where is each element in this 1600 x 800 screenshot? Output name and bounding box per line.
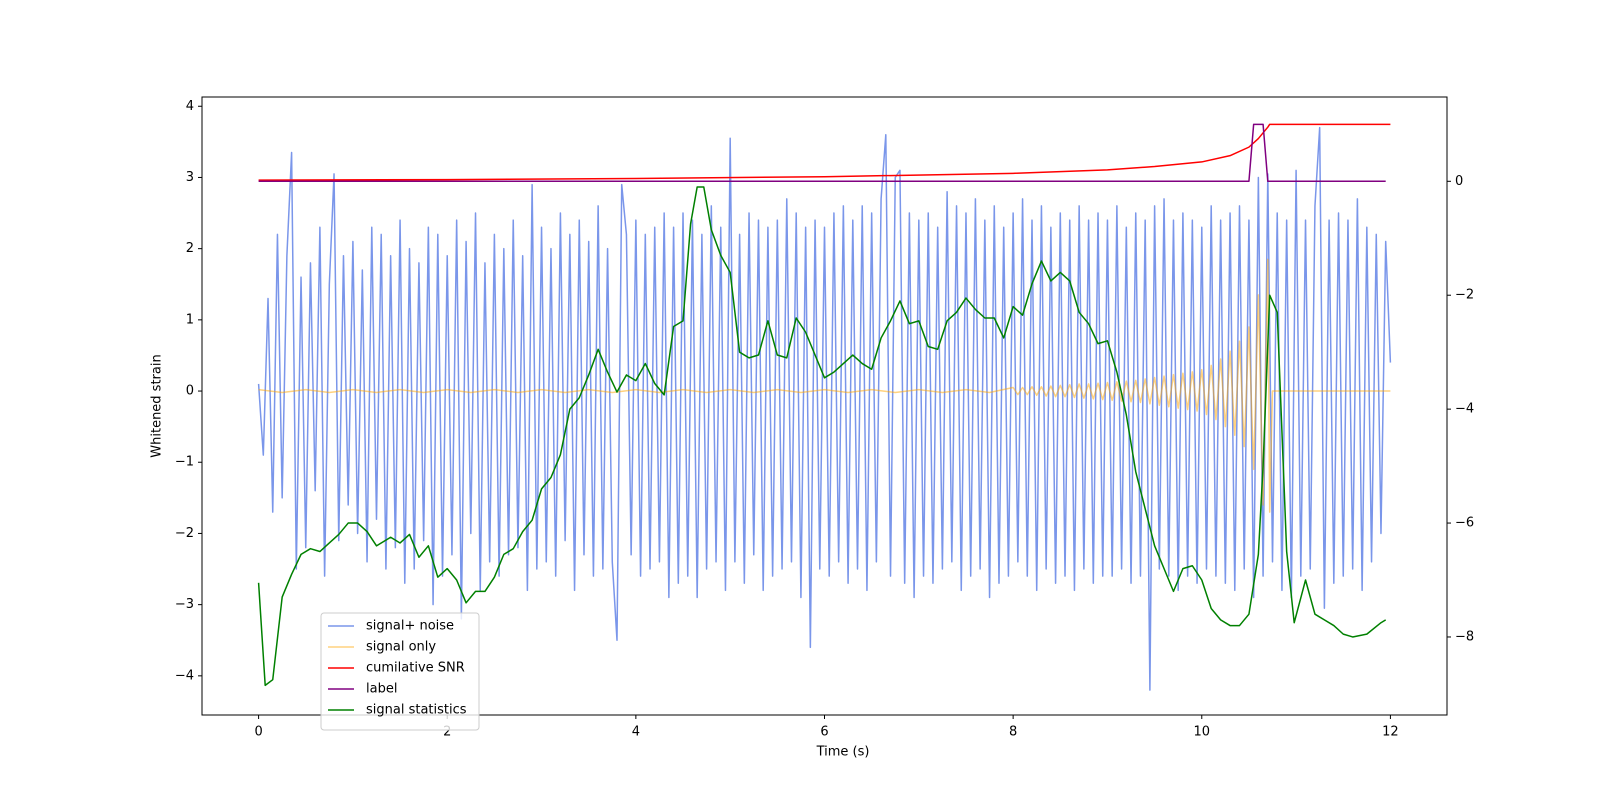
y-tick-label: −2	[175, 526, 194, 541]
y-tick-label: 4	[186, 99, 194, 114]
y-tick-label: 3	[186, 170, 194, 185]
x-tick-label: 2	[443, 725, 451, 740]
x-tick-label: 6	[820, 725, 828, 740]
y-tick-label: 1	[186, 312, 194, 327]
y2-tick-label: −8	[1455, 629, 1474, 644]
legend-label: signal statistics	[366, 703, 467, 718]
x-axis-label: Time (s)	[816, 745, 870, 760]
y2-tick-label: −2	[1455, 288, 1474, 303]
y2-tick-label: 0	[1455, 174, 1463, 189]
y-tick-label: −1	[175, 455, 194, 470]
y-tick-label: 0	[186, 384, 194, 399]
x-tick-label: 10	[1193, 725, 1210, 740]
legend-label: label	[366, 682, 397, 697]
legend-label: signal+ noise	[366, 619, 454, 634]
x-tick-label: 12	[1382, 725, 1399, 740]
x-tick-label: 4	[632, 725, 640, 740]
y2-tick-label: −4	[1455, 402, 1474, 417]
x-tick-label: 8	[1009, 725, 1017, 740]
series-line	[258, 258, 1391, 513]
y-tick-label: −4	[175, 668, 194, 683]
y-tick-label: 2	[186, 241, 194, 256]
axes-frame	[201, 96, 1448, 716]
series-line	[257, 126, 1392, 691]
x-tick-label: 0	[254, 725, 262, 740]
y2-tick-label: −6	[1455, 516, 1474, 531]
series-line	[258, 123, 1391, 181]
y-tick-label: −3	[175, 597, 194, 612]
legend-label: signal only	[366, 640, 436, 655]
series-line	[257, 186, 1387, 687]
series-line	[258, 123, 1386, 183]
legend-box	[320, 612, 480, 731]
y-axis-label: Whitened strain	[150, 354, 165, 457]
plot-area	[257, 123, 1392, 691]
legend-label: cumilative SNR	[366, 661, 465, 676]
